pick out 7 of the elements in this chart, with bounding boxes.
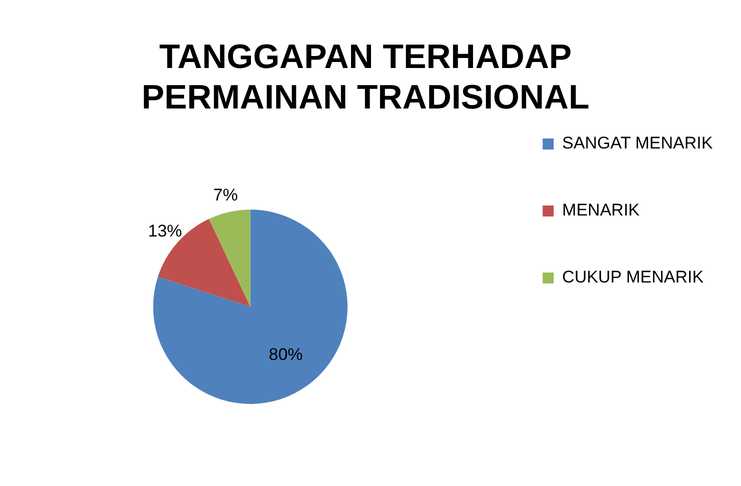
legend-label: SANGAT MENARIK (562, 134, 714, 153)
legend-label: MENARIK (562, 200, 640, 220)
legend-label: CUKUP MENARIK (562, 268, 704, 287)
data-label: 80% (268, 345, 303, 364)
data-label: 13% (148, 221, 182, 240)
data-label: 7% (213, 186, 238, 204)
chart-title: TANGGAPAN TERHADAP PERMAINAN TRADISIONAL (142, 38, 590, 117)
